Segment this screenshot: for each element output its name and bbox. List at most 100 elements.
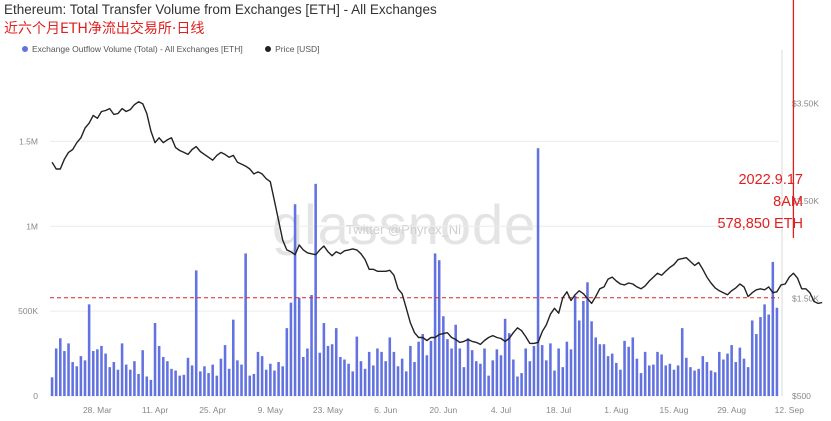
bar (709, 370, 713, 396)
bar (314, 183, 317, 396)
bar (705, 362, 709, 396)
bar (701, 356, 705, 396)
bar (647, 365, 651, 396)
legend-label-outflow: Exchange Outflow Volume (Total) - All Ex… (32, 44, 243, 55)
bar (256, 351, 260, 396)
bar (656, 351, 659, 396)
bar (713, 372, 717, 396)
bar (400, 358, 404, 396)
bar (413, 362, 416, 396)
bar (524, 348, 527, 396)
bar (565, 341, 569, 396)
bar (635, 358, 639, 396)
bar (363, 368, 367, 396)
bar (359, 361, 363, 396)
bar (153, 323, 157, 396)
bar (738, 347, 742, 396)
bar (149, 379, 153, 396)
bar (310, 295, 313, 396)
bar (318, 352, 322, 396)
bar (289, 302, 293, 396)
bar (664, 365, 668, 396)
bar (277, 362, 280, 396)
bar (215, 375, 219, 396)
bar (306, 348, 309, 396)
bar (549, 343, 552, 396)
x-tick-label: 18. Jul (546, 405, 571, 415)
bar (722, 359, 725, 396)
bar (730, 345, 733, 396)
bar (536, 148, 540, 396)
bar (232, 319, 235, 396)
bar (561, 367, 565, 396)
bar (668, 363, 672, 396)
bar (652, 364, 655, 396)
bar (79, 356, 83, 396)
bar (512, 359, 515, 396)
bar (639, 373, 643, 396)
bar (59, 338, 62, 396)
bar (384, 361, 387, 396)
bar (96, 349, 99, 396)
bar (602, 344, 606, 396)
bar (429, 340, 433, 396)
bar (503, 318, 507, 396)
bar (75, 366, 79, 396)
bar (734, 362, 738, 396)
bar (71, 362, 74, 396)
y-right-tick-label: $1.50K (792, 294, 819, 304)
x-tick-label: 12. Sep (775, 405, 805, 415)
bar (273, 370, 276, 396)
x-tick-label: 11. Apr (142, 405, 168, 415)
bar (446, 339, 449, 396)
bar (417, 341, 420, 396)
legend-item-outflow[interactable]: Exchange Outflow Volume (Total) - All Ex… (22, 43, 243, 54)
legend-item-price[interactable]: Price [USD] (265, 43, 320, 55)
bar (281, 366, 284, 396)
bar (553, 370, 556, 396)
bar (680, 328, 684, 396)
bar (421, 334, 425, 396)
bar (116, 369, 120, 396)
bar (433, 253, 437, 396)
bar (718, 351, 721, 396)
x-tick-label: 29. Aug (717, 405, 746, 415)
bar (112, 362, 116, 396)
bar (194, 270, 198, 396)
bar (227, 368, 231, 396)
bar (685, 357, 688, 396)
bar (376, 348, 379, 396)
bar (425, 355, 429, 396)
bar (631, 337, 635, 396)
y-right-tick-label: $3.50K (792, 99, 819, 109)
watermark-text: Twitter @Phyrex_Ni (346, 222, 462, 237)
bar (186, 357, 190, 396)
bar (244, 253, 247, 396)
bar (170, 368, 173, 396)
bar (582, 300, 585, 396)
bar (598, 344, 602, 396)
bar (750, 320, 754, 396)
bar (676, 365, 680, 396)
bar (458, 348, 462, 396)
bar (302, 356, 305, 396)
bar (479, 363, 482, 396)
bar (190, 365, 194, 396)
bar (437, 260, 441, 396)
bar (264, 369, 268, 396)
bar (372, 365, 375, 396)
bar (532, 345, 536, 396)
bar (404, 371, 408, 396)
bar (470, 350, 474, 396)
bar (726, 353, 729, 396)
legend-label-price: Price [USD] (275, 44, 320, 55)
x-tick-label: 25. Apr (199, 405, 226, 415)
bar (396, 366, 400, 396)
bar (615, 362, 618, 396)
bar (91, 351, 95, 396)
bar (586, 282, 589, 396)
bar (392, 351, 396, 396)
annotation-date: 2022.9.17 (738, 172, 803, 188)
bar (594, 337, 597, 396)
